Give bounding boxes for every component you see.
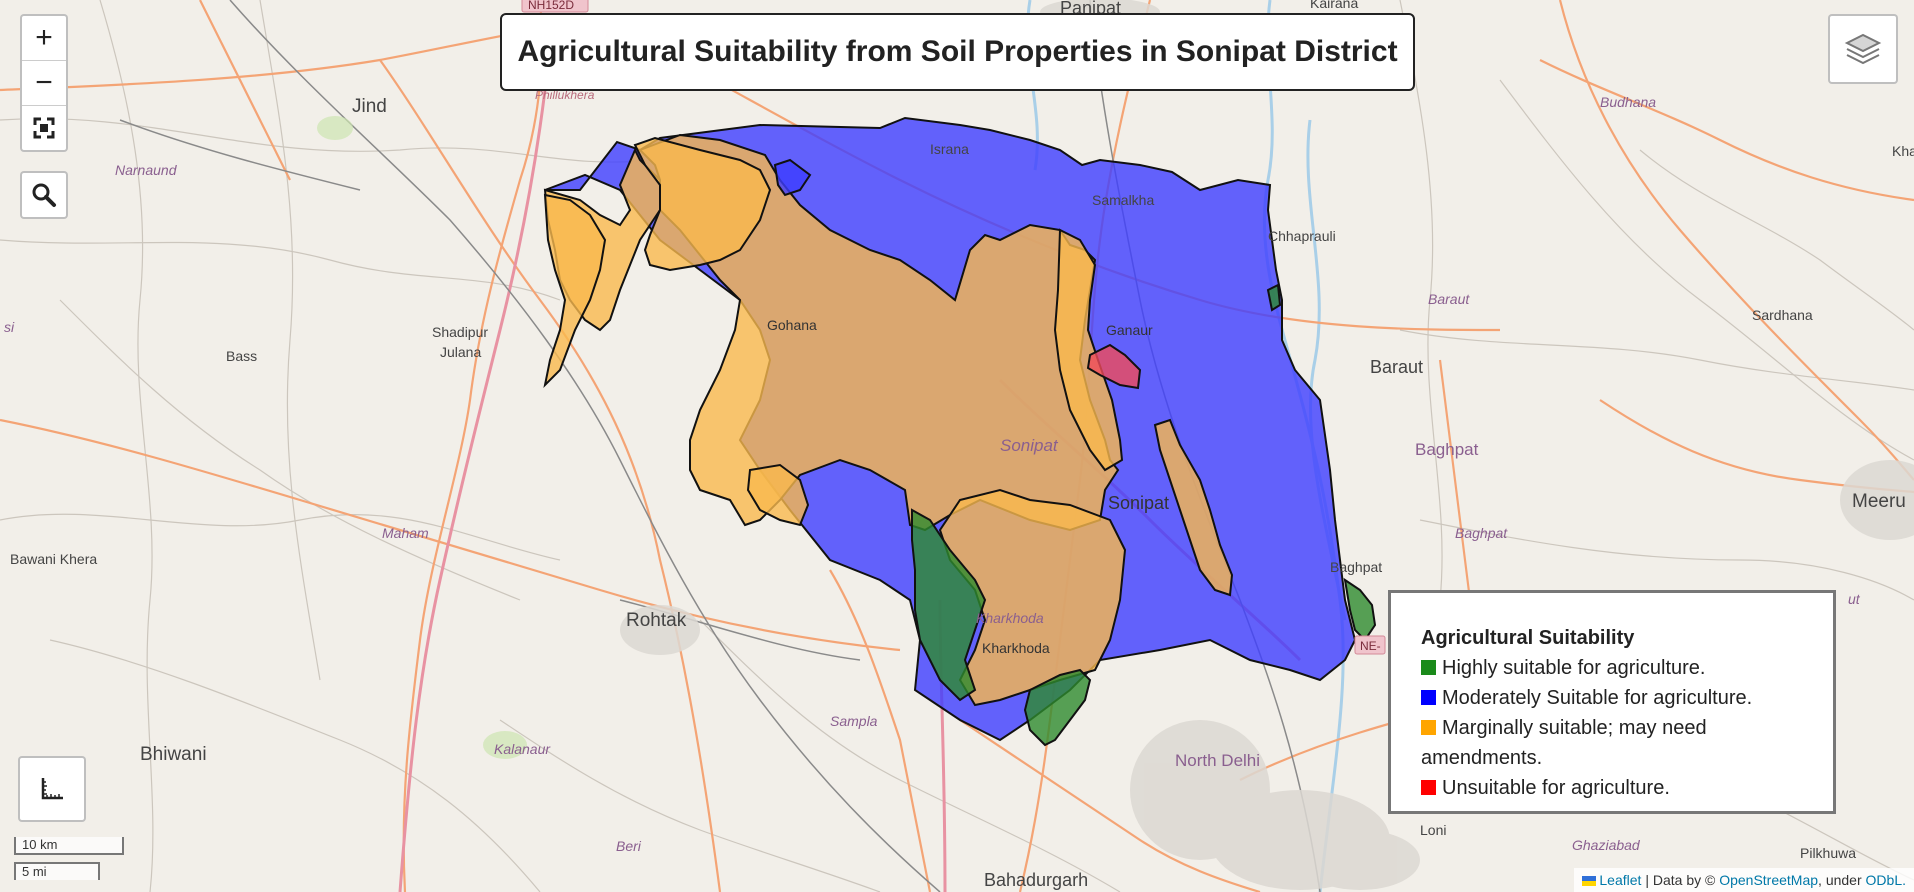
label-bhiwani: Bhiwani (140, 744, 207, 765)
label-bass: Bass (226, 348, 257, 364)
suitability-layer (543, 116, 1377, 747)
label-rohtak: Rohtak (626, 610, 687, 631)
label-julana: Julana (440, 344, 481, 360)
legend-swatch (1421, 690, 1436, 705)
legend-title: Agricultural Suitability (1421, 627, 1635, 649)
label-narnaund: Narnaund (115, 162, 178, 178)
attribution-under: , under (1818, 872, 1866, 888)
label-maham: Maham (382, 525, 429, 541)
label-sonipat: Sonipat (1108, 493, 1169, 513)
attribution: Leaflet | Data by © OpenStreetMap, under… (1573, 868, 1914, 892)
urban-areas (620, 0, 1914, 890)
leaflet-link[interactable]: Leaflet (1599, 872, 1642, 888)
highly-zone-kharkhoda (911, 508, 987, 702)
park-areas (317, 116, 527, 759)
zoom-control: + − (20, 14, 68, 152)
osm-link[interactable]: OpenStreetMap (1719, 872, 1819, 888)
label-loni: Loni (1420, 822, 1446, 838)
legend-swatch (1421, 720, 1436, 735)
highly-zone-east (1343, 577, 1377, 642)
label-north-delhi: North Delhi (1175, 751, 1260, 770)
label-kha: Kha (1892, 143, 1914, 159)
label-kharkhoda: Kharkhoda (982, 640, 1050, 656)
place-labels: Panipat Kairana Jind Narnaund Israna Sam… (4, 0, 1914, 890)
label-baghpat-town: Baghpat (1330, 559, 1382, 575)
label-gohana: Gohana (767, 317, 817, 333)
label-si: si (4, 319, 15, 335)
label-budhana: Budhana (1600, 94, 1656, 110)
label-kalanaur: Kalanaur (494, 741, 551, 757)
label-bahadurgarh: Bahadurgarh (984, 870, 1088, 890)
label-bawani: Bawani Khera (10, 551, 97, 567)
scale-km: 10 km (14, 837, 124, 855)
marginal-zone-strip (1053, 228, 1124, 472)
label-meerut: Meeru (1852, 491, 1906, 512)
legend-label: Moderately Suitable for agriculture. (1442, 687, 1753, 709)
fullscreen-button[interactable] (22, 106, 66, 150)
search-icon (32, 183, 56, 207)
fullscreen-icon (33, 117, 55, 139)
unsuitable-zone (1086, 343, 1142, 390)
marginal-zone-gohana (746, 463, 810, 527)
legend-label: Unsuitable for agriculture. (1442, 777, 1670, 799)
highly-zone-northeast (1266, 283, 1282, 312)
label-ghaziabad: Ghaziabad (1572, 837, 1641, 853)
label-kharkhoda-italic: Kharkhoda (976, 610, 1044, 626)
label-beri: Beri (616, 838, 642, 854)
label-pilkhuwa: Pilkhuwa (1800, 845, 1856, 861)
layers-button[interactable] (1828, 14, 1898, 84)
label-philukhera: Phillukhera (535, 88, 595, 102)
legend-label: Marginally suitable; may need amendments… (1421, 717, 1707, 769)
label-samalkha: Samalkha (1092, 192, 1154, 208)
label-baghpat-small: Baghpat (1455, 525, 1508, 541)
zoom-out-button[interactable]: − (22, 61, 66, 106)
search-button[interactable] (20, 171, 68, 219)
attribution-text: | Data by © (1641, 872, 1720, 888)
odbl-link[interactable]: ODbL. (1865, 872, 1906, 888)
highly-zone-south (1023, 668, 1092, 747)
label-israna: Israna (930, 141, 969, 157)
marginal-zone-far-west (543, 193, 607, 389)
label-baraut-small: Baraut (1428, 291, 1470, 307)
ukraine-flag-icon (1581, 876, 1596, 886)
label-sardhana: Sardhana (1752, 307, 1813, 323)
legend-swatch (1421, 660, 1436, 675)
legend-swatch (1421, 780, 1436, 795)
marginal-zone-east (1153, 418, 1234, 597)
legend-item-moderately: Moderately Suitable for agriculture. (1421, 683, 1807, 713)
label-baraut: Baraut (1370, 357, 1423, 377)
label-chhaprauli: Chhaprauli (1268, 228, 1336, 244)
shield-ne: NE- (1360, 639, 1381, 653)
label-shadipur: Shadipur (432, 324, 488, 340)
road-shields: NH152D NE- (521, 0, 1386, 655)
zoom-in-button[interactable]: + (22, 16, 66, 61)
map-title: Agricultural Suitability from Soil Prope… (500, 13, 1415, 91)
label-ut: ut (1848, 591, 1861, 607)
scale-mi: 5 mi (14, 862, 100, 880)
label-baghpat-big: Baghpat (1415, 440, 1479, 459)
label-sonipat-italic: Sonipat (1000, 436, 1059, 455)
legend-item-highly: Highly suitable for agriculture. (1421, 653, 1807, 683)
legend-item-unsuitable: Unsuitable for agriculture. (1421, 773, 1807, 803)
marginal-zone-top-left (633, 136, 772, 272)
label-kairana: Kairana (1310, 0, 1358, 11)
ruler-icon (41, 778, 63, 800)
moderate-zone-top (773, 158, 812, 197)
shield-nh152d: NH152D (528, 0, 574, 12)
legend-label: Highly suitable for agriculture. (1442, 657, 1706, 679)
measure-button[interactable] (18, 756, 86, 822)
legend: Agricultural Suitability Highly suitable… (1388, 590, 1836, 814)
label-sampla: Sampla (830, 713, 878, 729)
label-jind: Jind (352, 96, 387, 117)
layers-icon (1844, 33, 1882, 65)
label-ganaur: Ganaur (1106, 322, 1153, 338)
legend-item-marginally: Marginally suitable; may need amendments… (1421, 713, 1807, 773)
